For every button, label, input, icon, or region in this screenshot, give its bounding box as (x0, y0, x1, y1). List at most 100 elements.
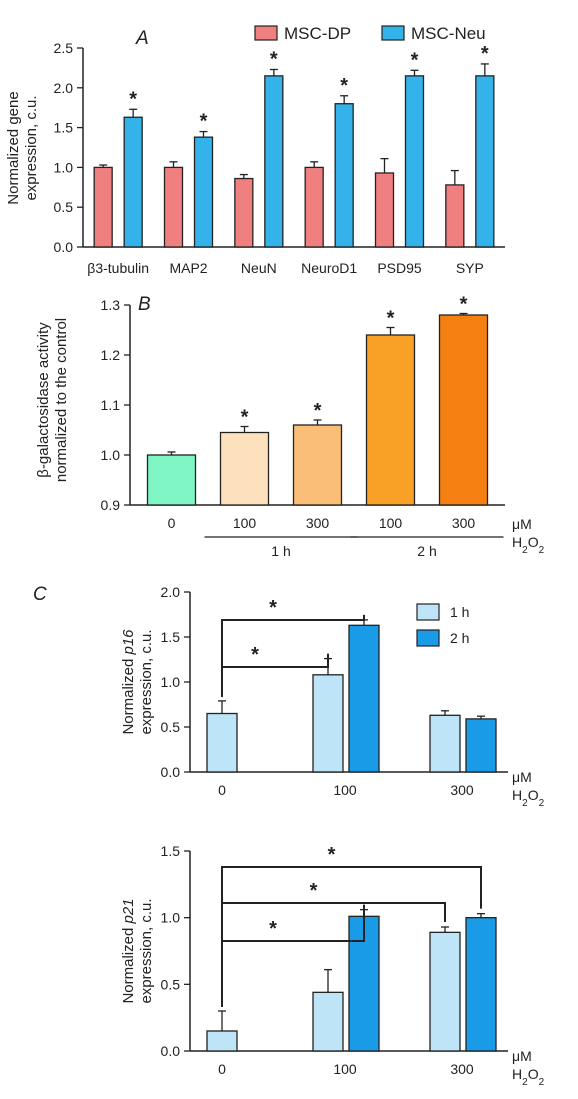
x-category-label: 300 (452, 515, 476, 531)
bar (219, 431, 270, 506)
y-tick-label: 1.5 (54, 120, 74, 136)
significance-star: * (270, 48, 278, 70)
group-label: 1 h (271, 543, 290, 559)
bar (465, 718, 497, 773)
y-tick-label: 0.0 (161, 1043, 181, 1059)
x-category-label: PSD95 (377, 260, 422, 276)
bar (234, 177, 254, 248)
bar (312, 991, 344, 1052)
y-tick-label: 0.0 (54, 239, 74, 255)
y-tick-label: 0.5 (161, 719, 181, 735)
x-unit-label-2: H2O2 (512, 1066, 545, 1088)
bar (312, 674, 344, 773)
y-axis-label-line: Normalized gene (5, 91, 22, 204)
bar (193, 136, 214, 248)
y-tick-label: 1.0 (101, 447, 121, 463)
bar (206, 712, 238, 773)
significance-star: * (269, 597, 277, 619)
x-category-label: SYP (456, 260, 484, 276)
significance-bracket (221, 902, 446, 1007)
y-tick-label: 1.3 (101, 297, 121, 313)
panel-letter-c: C (33, 584, 47, 605)
y-tick-label: 1.0 (161, 674, 181, 690)
panel-letter-a: A (135, 28, 149, 49)
y-tick-label: 0.9 (101, 497, 121, 513)
y-tick-label: 1.5 (161, 843, 181, 859)
y-tick-label: 1.0 (161, 910, 181, 926)
bar (304, 166, 324, 248)
bar (365, 334, 416, 506)
legend-swatch (254, 25, 278, 41)
legend-label: MSC-DP (284, 24, 351, 43)
bar (93, 166, 113, 248)
x-category-label: 0 (218, 1061, 226, 1077)
y-tick-label: 2.0 (161, 584, 181, 600)
x-unit-label: μM (512, 1048, 532, 1064)
y-tick-label: 0.5 (54, 199, 74, 215)
legend-swatch (381, 25, 405, 41)
y-axis-label-line: expression, c.u. (138, 898, 155, 1003)
significance-bracket (221, 866, 482, 1007)
group-label: 2 h (417, 543, 436, 559)
bar (465, 917, 497, 1052)
x-category-label: 0 (168, 515, 176, 531)
x-category-label: β3-tubulin (87, 260, 149, 276)
legend-label: 1 h (450, 604, 469, 620)
bar (334, 103, 354, 248)
bar (163, 166, 184, 248)
x-category-label: 100 (333, 782, 357, 798)
y-tick-label: 2.5 (54, 40, 74, 56)
y-axis-label-line: expression, c.u. (138, 629, 155, 734)
significance-star: * (481, 43, 489, 65)
significance-star: * (314, 400, 322, 422)
bar (438, 314, 489, 506)
significance-star: * (241, 407, 249, 429)
x-category-label: 100 (233, 515, 257, 531)
y-axis-label-line: normalized to the control (53, 318, 70, 482)
significance-bracket (221, 904, 365, 1007)
legend-label: 2 h (450, 630, 469, 646)
y-axis-label: β-galactosidase activity normalized to th… (35, 318, 70, 482)
x-category-label: 100 (333, 1061, 357, 1077)
significance-star: * (200, 111, 208, 133)
x-unit-label-2: H2O2 (512, 787, 545, 809)
x-unit-label: μM (512, 516, 532, 532)
y-tick-label: 1.5 (161, 629, 181, 645)
y-axis-label-line: β-galactosidase activity (35, 322, 52, 478)
legend-swatch (416, 603, 440, 621)
x-unit-label-2: H2O2 (512, 534, 545, 556)
bar (348, 624, 380, 773)
bar (206, 1030, 238, 1052)
significance-star: * (340, 75, 348, 97)
significance-star: * (310, 880, 318, 902)
x-category-label: MAP2 (169, 260, 207, 276)
legend-label: MSC-Neu (411, 24, 486, 43)
y-tick-label: 1.1 (101, 397, 121, 413)
y-axis-label-line: expression, c.u. (23, 95, 40, 200)
y-tick-label: 1.0 (54, 159, 74, 175)
x-category-label: NeuroD1 (301, 260, 357, 276)
x-category-label: 100 (379, 515, 403, 531)
legend-swatch (416, 629, 440, 647)
bar (264, 75, 284, 248)
y-axis-label: Normalized p21 expression, c.u. (120, 898, 155, 1003)
significance-bracket (221, 653, 329, 697)
x-category-label: 300 (306, 515, 330, 531)
x-category-label: NeuN (241, 260, 277, 276)
significance-star: * (387, 308, 395, 330)
x-category-label: 0 (218, 782, 226, 798)
bar (404, 75, 425, 248)
y-tick-label: 0.5 (161, 976, 181, 992)
x-unit-label: μM (512, 769, 532, 785)
y-axis-label-line: Normalized p21 (120, 898, 137, 1003)
bar (475, 75, 495, 248)
significance-star: * (411, 49, 419, 71)
y-axis-label: Normalized p16 expression, c.u. (120, 629, 155, 735)
significance-bracket (221, 614, 365, 697)
x-category-label: 300 (450, 1061, 474, 1077)
y-tick-label: 2.0 (54, 80, 74, 96)
significance-star: * (129, 88, 137, 110)
bar (123, 116, 143, 248)
significance-star: * (269, 918, 277, 940)
